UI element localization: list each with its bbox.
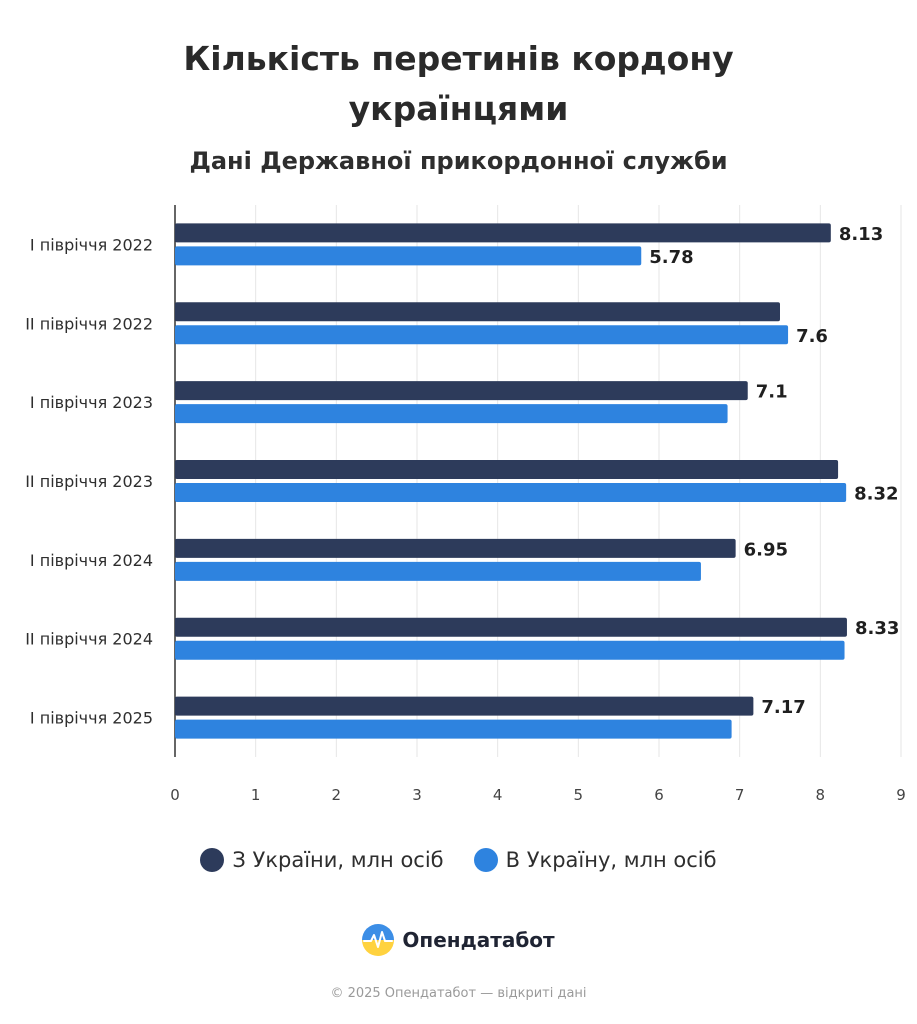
bar-out	[175, 302, 780, 322]
bar-out	[175, 617, 847, 637]
legend-label-in: В Україну, млн осіб	[505, 848, 717, 872]
bar-out	[175, 696, 754, 716]
chart-title-line-2: українцями	[348, 89, 569, 128]
chart-subtitle: Дані Державної прикордонної служби	[189, 147, 728, 175]
bar-in	[175, 640, 845, 660]
bar-out	[175, 538, 736, 558]
chart-legend: З України, млн осіб В Україну, млн осіб	[0, 848, 917, 872]
x-tick-label: 6	[654, 786, 664, 804]
legend-swatch-in	[473, 848, 498, 872]
chart-title: Кількість перетинів кордону українцями	[0, 34, 917, 134]
data-label: 8.13	[839, 224, 883, 245]
legend-item-in: В Україну, млн осіб	[473, 848, 717, 872]
bar-in	[175, 325, 789, 345]
bar-in	[175, 483, 847, 502]
data-label: 7.6	[796, 326, 828, 347]
data-label: 7.17	[761, 697, 805, 718]
bar-in	[175, 561, 701, 581]
category-label: І півріччя 2024	[30, 551, 153, 570]
x-tick-label: 7	[735, 786, 745, 804]
category-label: ІІ півріччя 2022	[25, 314, 153, 333]
category-label: ІІ півріччя 2024	[25, 630, 153, 649]
x-tick-label: 9	[896, 786, 906, 804]
category-label: І півріччя 2025	[30, 709, 153, 728]
x-tick-label: 8	[816, 786, 826, 804]
x-tick-label: 4	[493, 786, 503, 804]
category-label: І півріччя 2023	[30, 393, 153, 412]
x-tick-label: 5	[574, 786, 584, 804]
brand-name: Опендатабот	[402, 928, 555, 952]
legend-item-out: З України, млн осіб	[200, 848, 444, 872]
bar-in	[175, 404, 728, 424]
x-tick-label: 0	[170, 786, 180, 804]
data-label: 8.33	[855, 618, 899, 639]
bar-in	[175, 246, 642, 266]
x-tick-label: 1	[251, 786, 261, 804]
bar-out	[175, 223, 831, 243]
opendatabot-logo-icon	[362, 924, 395, 956]
bar-chart: 0 1 2 3 4 5 6 7 8 9 І півріччя 2022 8.13 5.78 ІІ півр…	[25, 205, 906, 804]
data-label: 5.78	[649, 247, 693, 268]
chart-title-line-1: Кількість перетинів кордону	[183, 39, 734, 78]
legend-swatch-out	[200, 848, 225, 872]
legend-label-out: З України, млн осіб	[232, 848, 444, 872]
bar-out	[175, 460, 839, 479]
data-label: 8.32	[854, 484, 898, 505]
bar-in	[175, 719, 732, 739]
brand: Опендатабот	[0, 924, 917, 956]
bar-out	[175, 381, 748, 401]
data-label: 7.1	[756, 382, 788, 403]
category-label: І півріччя 2022	[30, 235, 153, 254]
x-tick-label: 3	[412, 786, 422, 804]
category-label: ІІ півріччя 2023	[25, 472, 153, 491]
data-label: 6.95	[744, 539, 788, 560]
x-tick-label: 2	[332, 786, 342, 804]
footer-copyright: © 2025 Опендатабот — відкриті дані	[330, 986, 587, 1001]
